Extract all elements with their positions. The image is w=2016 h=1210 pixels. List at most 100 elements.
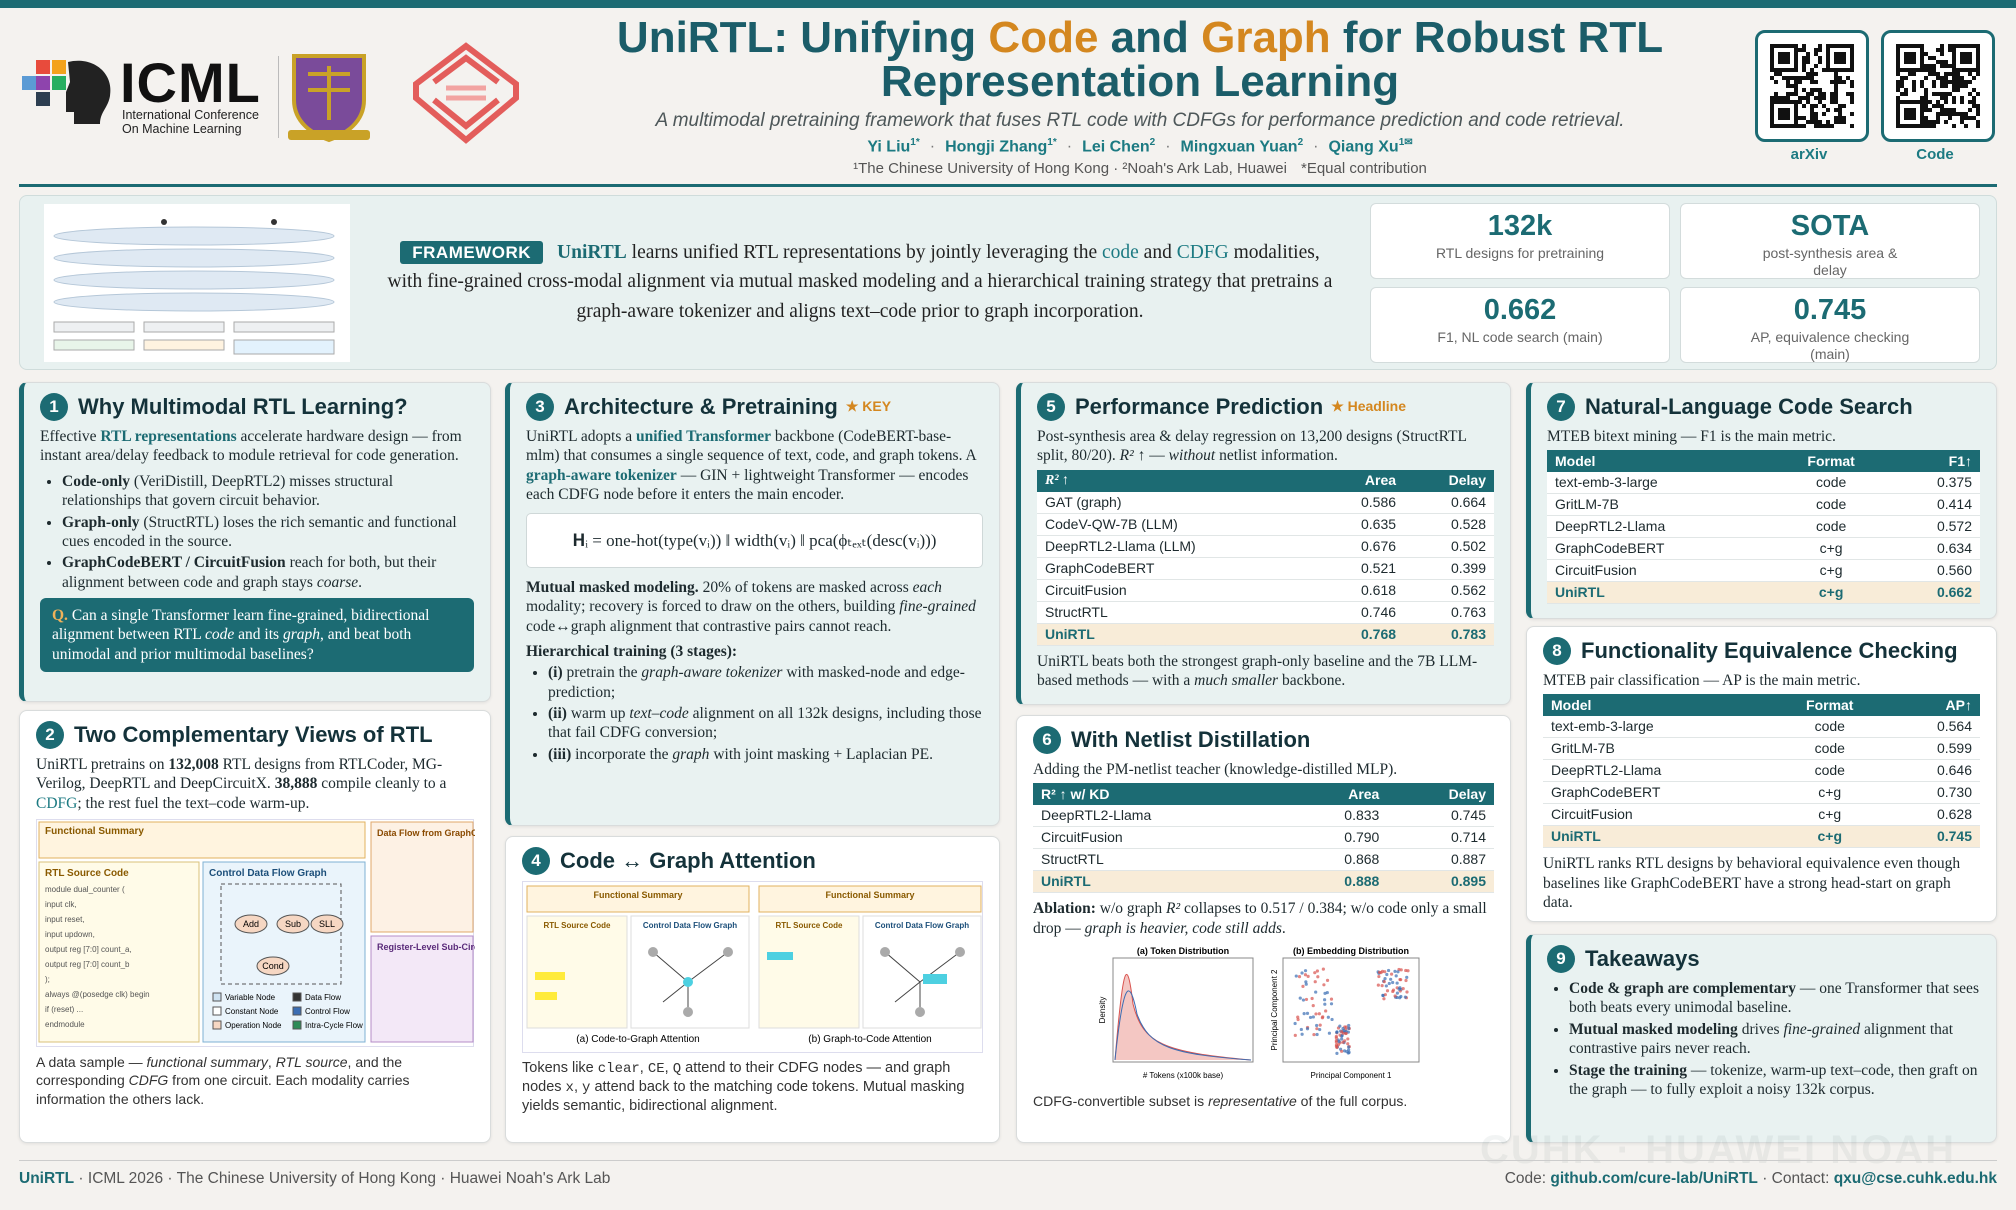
qr-module bbox=[1810, 108, 1814, 112]
qr-module bbox=[1826, 48, 1830, 52]
section-title: Performance Prediction bbox=[1075, 394, 1324, 420]
list-item: Mutual masked modeling drives fine-grain… bbox=[1569, 1020, 1980, 1059]
qr-module bbox=[1960, 56, 1964, 60]
qr-module bbox=[1790, 124, 1794, 128]
scatter-dot bbox=[1299, 1027, 1303, 1032]
text-run: (iii) bbox=[548, 745, 572, 763]
qr-module bbox=[1960, 76, 1964, 80]
code-line: input clk, bbox=[45, 900, 77, 909]
text-run: (StructRTL) loses the rich semantic and … bbox=[62, 513, 457, 550]
qr-module bbox=[1818, 124, 1822, 128]
section-heading: 2 Two Complementary Views of RTL bbox=[36, 721, 474, 749]
qr-module bbox=[1842, 68, 1846, 72]
table-cell: 0.746 bbox=[1318, 601, 1405, 624]
table-cell: c+g bbox=[1772, 803, 1888, 827]
qr-module bbox=[1976, 52, 1980, 56]
table-row: UniRTL 0.768 0.783 bbox=[1037, 623, 1494, 646]
scatter-dot bbox=[1334, 1040, 1339, 1044]
scatter-dot bbox=[1385, 973, 1389, 977]
text-run: of the full corpus. bbox=[1296, 1093, 1408, 1110]
qr-module bbox=[1794, 112, 1798, 116]
qr-module bbox=[1920, 44, 1924, 48]
qr-module bbox=[1912, 88, 1916, 92]
scatter-dot bbox=[1405, 975, 1409, 980]
table-cell: code bbox=[1772, 737, 1888, 761]
text-run: with masked-node and edge-prediction; bbox=[548, 664, 965, 701]
qr-module bbox=[1770, 48, 1774, 52]
section-heading: 3 Architecture & Pretraining ★ KEY bbox=[526, 393, 983, 421]
qr-module bbox=[1794, 64, 1798, 68]
qr-module bbox=[1794, 76, 1798, 80]
qr-module bbox=[1818, 56, 1822, 60]
qr-module bbox=[1952, 76, 1956, 80]
qr-module bbox=[1818, 88, 1822, 92]
text-run: clear bbox=[597, 1061, 640, 1077]
qr-code[interactable] bbox=[1881, 30, 1995, 142]
paragraph: Post-synthesis area & delay regression o… bbox=[1037, 427, 1494, 466]
qr-module bbox=[1900, 68, 1904, 72]
figure: Functional Summary RTL Source Code Control… bbox=[522, 881, 983, 1053]
scatter-dot bbox=[1387, 982, 1391, 986]
qr-label: Code bbox=[1916, 146, 1954, 163]
table-row: GraphCodeBERT 0.521 0.399 bbox=[1037, 557, 1494, 580]
qr-module bbox=[1778, 124, 1782, 128]
scatter-dot bbox=[1293, 1022, 1297, 1026]
text-run: (ii) bbox=[548, 705, 567, 722]
table-cell: 0.888 bbox=[1285, 870, 1388, 894]
text-run: (i) bbox=[548, 664, 563, 682]
qr-module bbox=[1900, 76, 1904, 80]
qr-module bbox=[1960, 100, 1964, 104]
table-cell: 0.599 bbox=[1887, 737, 1980, 761]
text-run: . bbox=[358, 573, 363, 591]
table-cell: DeepRTL2-Llama bbox=[1547, 515, 1775, 539]
code-line: if (reset) ... bbox=[45, 1005, 83, 1014]
qr-code[interactable] bbox=[1755, 30, 1869, 142]
qr-module bbox=[1896, 116, 1900, 120]
axis-label: Principal Component 1 bbox=[1311, 1071, 1392, 1080]
qr-module bbox=[1924, 116, 1928, 120]
qr-module bbox=[1964, 80, 1968, 84]
qr-module bbox=[1822, 96, 1826, 100]
qr-module bbox=[1924, 92, 1928, 96]
table-cell: 0.521 bbox=[1318, 557, 1405, 580]
table-cell: 0.745 bbox=[1387, 805, 1494, 828]
section-heading: 4 Code ↔ Graph Attention bbox=[522, 847, 983, 875]
qr-module bbox=[1908, 116, 1912, 120]
scatter-dot bbox=[1341, 1040, 1345, 1044]
text-run: code bbox=[1101, 242, 1139, 263]
text-run: Stage the training bbox=[1569, 1061, 1687, 1079]
results-table: R² ↑ Area Delay GAT (graph) 0.586 0.664 CodeV-… bbox=[1037, 469, 1494, 646]
scatter-dot bbox=[1302, 1012, 1306, 1016]
qr-module bbox=[1896, 52, 1900, 56]
stat-label: post-synthesis area & delay bbox=[1762, 245, 1898, 278]
qr-module bbox=[1920, 48, 1924, 52]
qr-module bbox=[1794, 52, 1798, 56]
qr-module bbox=[1798, 76, 1802, 80]
author-mark: 1* bbox=[1047, 137, 1057, 148]
table-row: CircuitFusion c+g 0.560 bbox=[1547, 559, 1980, 583]
scatter-dot bbox=[1323, 1002, 1327, 1006]
code-line: output reg [7:0] count_b bbox=[45, 960, 130, 969]
scatter-dot bbox=[1338, 1024, 1342, 1028]
qr-module bbox=[1976, 64, 1980, 68]
qr-module bbox=[1786, 76, 1790, 80]
stat-label: RTL designs for pretraining bbox=[1435, 245, 1605, 261]
qr-module bbox=[1806, 52, 1810, 56]
qr-module bbox=[1830, 80, 1834, 84]
table-row: GritLM-7B code 0.599 bbox=[1543, 737, 1980, 761]
table-cell: 0.634 bbox=[1888, 537, 1980, 561]
axis-label: # Tokens (x100k base) bbox=[1143, 1071, 1224, 1080]
qr-module bbox=[1896, 88, 1900, 92]
qr-module bbox=[1896, 124, 1900, 128]
scatter-dot bbox=[1301, 998, 1306, 1002]
stat-value: 132k bbox=[1487, 210, 1553, 242]
qr-module bbox=[1904, 68, 1908, 72]
huawei-lab-logo bbox=[413, 42, 519, 144]
column-header: Delay bbox=[1387, 783, 1494, 806]
scatter-dot bbox=[1304, 997, 1309, 1002]
qr-module bbox=[1924, 108, 1928, 112]
section-number: 7 bbox=[1547, 393, 1575, 421]
text-run: text–code bbox=[629, 705, 689, 722]
qr-module bbox=[1834, 88, 1838, 92]
scatter-dot bbox=[1335, 1030, 1339, 1034]
